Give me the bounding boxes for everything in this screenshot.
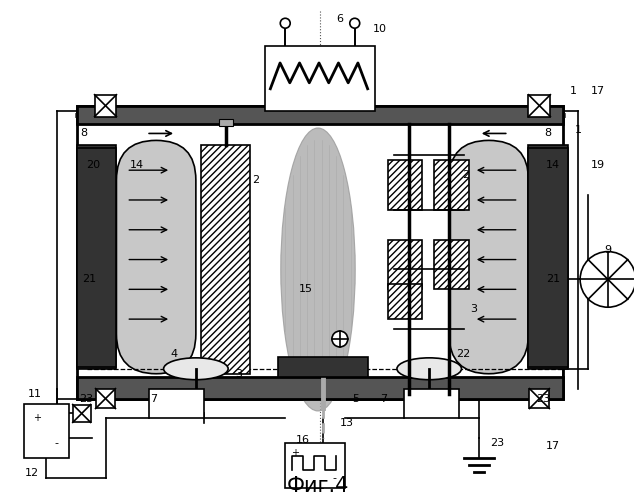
Text: +: + xyxy=(33,414,41,424)
Bar xyxy=(95,94,116,116)
Text: 7: 7 xyxy=(149,394,156,404)
Ellipse shape xyxy=(280,128,356,411)
Bar xyxy=(201,146,251,374)
Bar xyxy=(95,388,116,408)
Bar xyxy=(279,357,368,376)
Text: 6: 6 xyxy=(336,14,343,24)
Text: -: - xyxy=(333,473,337,483)
Bar xyxy=(387,284,422,319)
Text: 8: 8 xyxy=(544,128,551,138)
Circle shape xyxy=(332,331,348,347)
Text: 19: 19 xyxy=(591,160,605,170)
Text: 21: 21 xyxy=(546,274,560,284)
Text: 2: 2 xyxy=(252,175,259,185)
Bar xyxy=(530,388,550,408)
Text: 22: 22 xyxy=(456,349,470,359)
Text: 11: 11 xyxy=(28,388,42,398)
Bar xyxy=(387,240,422,290)
Text: 17: 17 xyxy=(591,86,605,96)
Bar xyxy=(434,160,469,210)
Bar xyxy=(265,46,375,110)
Text: +: + xyxy=(291,448,299,458)
Text: 14: 14 xyxy=(130,160,144,170)
Text: 14: 14 xyxy=(546,160,560,170)
Text: 10: 10 xyxy=(373,24,387,34)
Text: 1: 1 xyxy=(575,126,582,136)
Ellipse shape xyxy=(397,358,462,380)
Bar xyxy=(149,388,204,418)
Bar xyxy=(285,443,345,488)
Text: 8: 8 xyxy=(80,128,87,138)
Circle shape xyxy=(280,18,290,28)
Text: 23: 23 xyxy=(80,394,93,404)
Text: 9: 9 xyxy=(604,244,611,254)
FancyBboxPatch shape xyxy=(116,140,196,374)
Bar xyxy=(77,106,563,399)
Text: 17: 17 xyxy=(546,441,560,451)
Text: 23: 23 xyxy=(536,394,550,404)
Circle shape xyxy=(580,252,636,307)
Bar xyxy=(77,376,563,398)
Text: 2: 2 xyxy=(462,170,469,180)
Bar xyxy=(77,148,116,367)
Bar xyxy=(529,148,568,367)
Text: 4: 4 xyxy=(170,349,177,359)
Bar xyxy=(434,240,469,290)
Bar xyxy=(77,106,563,124)
Text: 5: 5 xyxy=(352,394,359,404)
Bar xyxy=(387,160,422,210)
Text: 3: 3 xyxy=(235,368,242,378)
Text: 23: 23 xyxy=(490,438,504,448)
Bar xyxy=(73,404,90,422)
Bar xyxy=(529,148,568,367)
Bar xyxy=(529,146,568,369)
Circle shape xyxy=(350,18,360,28)
Text: 1: 1 xyxy=(570,86,577,96)
Ellipse shape xyxy=(163,358,228,380)
Text: 20: 20 xyxy=(86,160,100,170)
Text: 12: 12 xyxy=(25,468,39,478)
Text: 21: 21 xyxy=(83,274,97,284)
Text: Фиг.4: Фиг.4 xyxy=(287,476,349,496)
Bar xyxy=(404,388,459,418)
Bar xyxy=(529,94,550,116)
Text: 13: 13 xyxy=(340,418,354,428)
Bar xyxy=(219,118,233,126)
FancyBboxPatch shape xyxy=(449,140,529,374)
Bar xyxy=(77,146,116,369)
Text: 15: 15 xyxy=(299,284,313,294)
Text: 16: 16 xyxy=(296,436,310,446)
Text: 3: 3 xyxy=(471,304,478,314)
Bar xyxy=(77,148,116,367)
Text: -: - xyxy=(55,438,59,448)
Bar xyxy=(24,404,69,458)
Text: 7: 7 xyxy=(380,394,387,404)
